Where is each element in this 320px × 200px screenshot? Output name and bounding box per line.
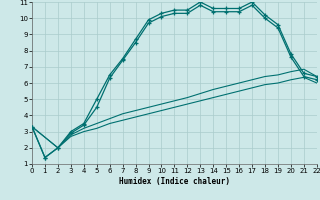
X-axis label: Humidex (Indice chaleur): Humidex (Indice chaleur) [119,177,230,186]
